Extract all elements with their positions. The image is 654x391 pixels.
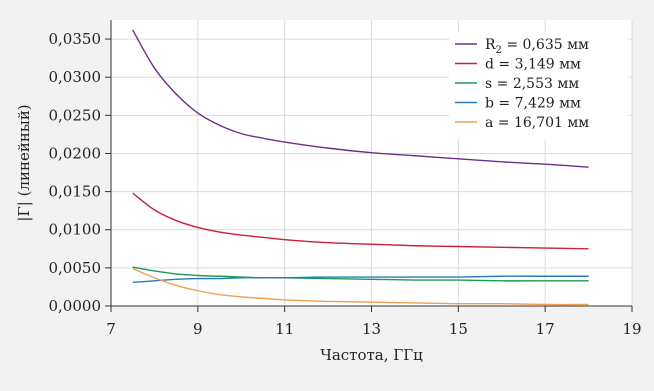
y-tick-label: 0,0250 [49,106,102,124]
y-tick-label: 0,0100 [49,221,102,239]
x-axis-title: Частота, ГГц [320,346,423,364]
y-tick-label: 0,0150 [49,183,102,201]
series-line-1 [132,29,589,168]
legend-label: s = 2,553 мм [485,76,579,92]
series-lines [132,29,589,306]
y-tick-label: 0,0200 [49,144,102,162]
x-tick-label: 19 [622,320,641,338]
legend-label: d = 3,149 мм [485,57,581,73]
legend-label: R2 = 0,635 мм [485,37,589,56]
y-tick-label: 0,0050 [49,259,102,277]
x-tick-label: 9 [193,320,203,338]
legend-label: b = 7,429 мм [485,96,581,112]
x-tick-label: 11 [275,320,294,338]
legend-label: a = 16,701 мм [485,115,589,131]
series-line-4 [132,275,589,284]
x-tick-label: 15 [449,320,468,338]
x-tick-label: 7 [106,320,116,338]
x-tick-label: 17 [536,320,555,338]
series-line-5 [132,267,589,306]
y-tick-label: 0,0300 [49,68,102,86]
y-axis-title: |Γ| (линейный) [15,104,33,221]
legend-background [449,32,628,140]
legend: R2 = 0,635 ммd = 3,149 мм s = 2,553 мм b =… [449,32,628,140]
y-tick-label: 0,0350 [49,30,102,48]
axes: 7 9 11 13 15 17 19 0,0000 0,0050 0,0100 0,0150 0,02… [49,20,642,338]
x-tick-label: 13 [362,320,381,338]
y-tick-label: 0,0000 [49,297,102,315]
series-line-2 [132,192,589,250]
